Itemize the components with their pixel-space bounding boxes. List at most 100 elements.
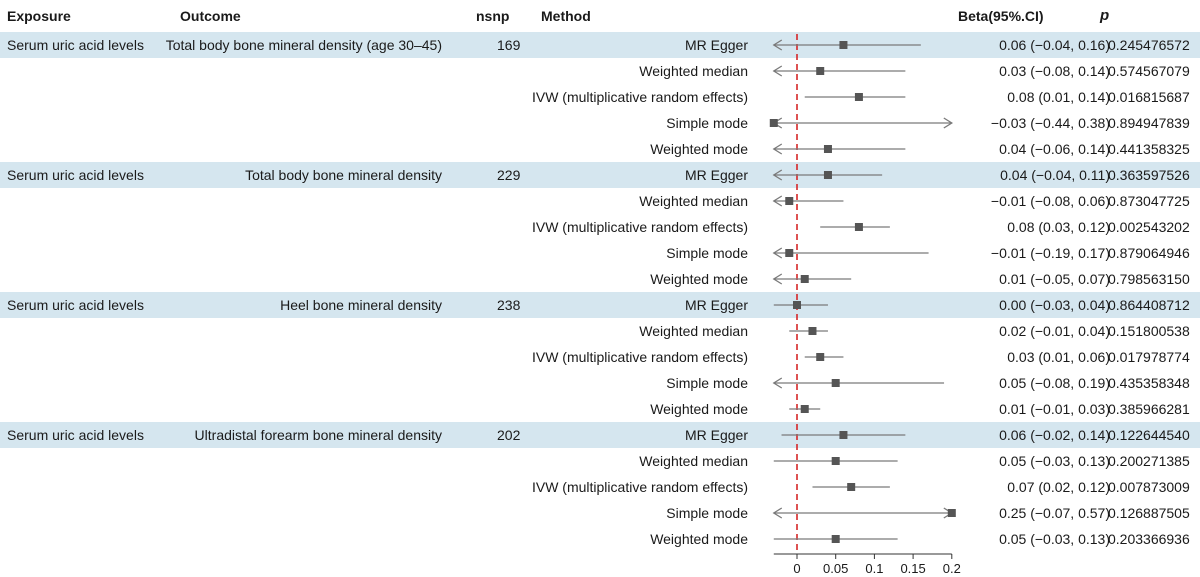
table-row: IVW (multiplicative random effects) 0.03 … (0, 344, 1200, 370)
method-label: IVW (multiplicative random effects) (531, 479, 748, 495)
method-label: Weighted median (639, 193, 748, 209)
method-label: Weighted median (639, 323, 748, 339)
method-label: MR Egger (684, 37, 748, 53)
p-value: 0.126887505 (1108, 505, 1190, 521)
method-label: Weighted median (639, 453, 748, 469)
x-tick-label: 0 (793, 561, 800, 576)
outcome-label: Total body bone mineral density (245, 167, 442, 183)
p-value: 0.200271385 (1108, 453, 1190, 469)
p-value: 0.441358325 (1108, 141, 1190, 157)
p-value: 0.007873009 (1108, 479, 1190, 495)
table-row: Weighted median 0.05 (−0.03, 0.13) 0.20027… (0, 448, 1200, 474)
x-tick-label: 0.05 (823, 561, 848, 576)
x-tick-label: 0.1 (865, 561, 883, 576)
p-value: 0.151800538 (1108, 323, 1190, 339)
beta-ci-value: 0.03 (−0.08, 0.14) (999, 63, 1110, 79)
exposure-label: Serum uric acid levels (7, 37, 144, 53)
p-value: 0.122644540 (1108, 427, 1190, 443)
table-row: Simple mode −0.03 (−0.44, 0.38) 0.89494783… (0, 110, 1200, 136)
beta-ci-value: 0.05 (−0.03, 0.13) (999, 531, 1110, 547)
method-label: IVW (multiplicative random effects) (531, 219, 748, 235)
header-nsnp: nsnp (476, 8, 510, 24)
method-label: IVW (multiplicative random effects) (531, 89, 748, 105)
table-row: Weighted mode 0.01 (−0.05, 0.07) 0.7985631… (0, 266, 1200, 292)
header-p-value: p (1100, 7, 1110, 24)
p-value: 0.002543202 (1108, 219, 1190, 235)
table-row: IVW (multiplicative random effects) 0.08 … (0, 214, 1200, 240)
table-row: IVW (multiplicative random effects) 0.07 … (0, 474, 1200, 500)
table-row: Weighted mode 0.05 (−0.03, 0.13) 0.2033669… (0, 526, 1200, 552)
table-row: IVW (multiplicative random effects) 0.08 … (0, 84, 1200, 110)
exposure-label: Serum uric acid levels (7, 167, 144, 183)
p-value: 0.798563150 (1108, 271, 1190, 287)
table-row: Weighted mode 0.04 (−0.06, 0.14) 0.4413583… (0, 136, 1200, 162)
method-label: Simple mode (666, 115, 748, 131)
p-value: 0.879064946 (1108, 245, 1190, 261)
beta-ci-value: −0.01 (−0.08, 0.06) (990, 193, 1110, 209)
method-label: Weighted mode (650, 531, 748, 547)
table-row: Serum uric acid levels Total body bone mi… (0, 32, 1200, 58)
table-row: Simple mode 0.25 (−0.07, 0.57) 0.126887505 (0, 500, 1200, 526)
method-label: MR Egger (684, 167, 748, 183)
method-label: Weighted mode (650, 401, 748, 417)
p-value: 0.873047725 (1108, 193, 1190, 209)
p-value: 0.245476572 (1108, 37, 1190, 53)
x-tick-label: 0.15 (900, 561, 925, 576)
method-label: Weighted mode (650, 141, 748, 157)
beta-ci-value: 0.02 (−0.01, 0.04) (999, 323, 1110, 339)
outcome-label: Total body bone mineral density (age 30–… (165, 37, 442, 53)
nsnp-value: 169 (497, 37, 521, 53)
outcome-label: Ultradistal forearm bone mineral density (194, 427, 442, 443)
p-value: 0.435358348 (1108, 375, 1190, 391)
table-row: Serum uric acid levels Total body bone mi… (0, 162, 1200, 188)
nsnp-value: 229 (497, 167, 521, 183)
table-row: Weighted median 0.02 (−0.01, 0.04) 0.15180… (0, 318, 1200, 344)
nsnp-value: 238 (497, 297, 521, 313)
beta-ci-value: 0.00 (−0.03, 0.04) (999, 297, 1110, 313)
header-exposure: Exposure (7, 8, 71, 24)
p-value: 0.574567079 (1108, 63, 1190, 79)
beta-ci-value: 0.04 (−0.06, 0.14) (999, 141, 1110, 157)
method-label: IVW (multiplicative random effects) (531, 349, 748, 365)
method-label: Simple mode (666, 505, 748, 521)
method-label: Simple mode (666, 245, 748, 261)
beta-ci-value: 0.03 (0.01, 0.06) (1007, 349, 1110, 365)
beta-ci-value: 0.06 (−0.04, 0.16) (999, 37, 1110, 53)
outcome-label: Heel bone mineral density (280, 297, 442, 313)
beta-ci-value: 0.07 (0.02, 0.12) (1007, 479, 1110, 495)
method-label: Simple mode (666, 375, 748, 391)
p-value: 0.894947839 (1108, 115, 1190, 131)
p-value: 0.864408712 (1108, 297, 1190, 313)
beta-ci-value: 0.04 (−0.04, 0.11) (1000, 167, 1110, 183)
table-row: Serum uric acid levels Ultradistal forear… (0, 422, 1200, 448)
table-row: Weighted mode 0.01 (−0.01, 0.03) 0.3859662… (0, 396, 1200, 422)
p-value: 0.203366936 (1108, 531, 1190, 547)
x-tick-label: 0.2 (943, 561, 961, 576)
p-value: 0.385966281 (1108, 401, 1190, 417)
method-label: MR Egger (684, 297, 748, 313)
beta-ci-value: 0.01 (−0.05, 0.07) (999, 271, 1110, 287)
p-value: 0.017978774 (1108, 349, 1190, 365)
header-method: Method (541, 8, 591, 24)
table-row: Serum uric acid levels Heel bone mineral … (0, 292, 1200, 318)
beta-ci-value: 0.08 (0.01, 0.14) (1007, 89, 1110, 105)
table-row: Weighted median 0.03 (−0.08, 0.14) 0.57456… (0, 58, 1200, 84)
beta-ci-value: 0.08 (0.03, 0.12) (1007, 219, 1110, 235)
exposure-label: Serum uric acid levels (7, 297, 144, 313)
beta-ci-value: −0.03 (−0.44, 0.38) (990, 115, 1110, 131)
table-row: Simple mode −0.01 (−0.19, 0.17) 0.87906494… (0, 240, 1200, 266)
p-value: 0.016815687 (1108, 89, 1190, 105)
beta-ci-value: 0.25 (−0.07, 0.57) (999, 505, 1110, 521)
header-beta-ci: Beta(95%.CI) (958, 8, 1044, 24)
p-value: 0.363597526 (1108, 167, 1190, 183)
exposure-label: Serum uric acid levels (7, 427, 144, 443)
beta-ci-value: 0.05 (−0.08, 0.19) (999, 375, 1110, 391)
table-row: Simple mode 0.05 (−0.08, 0.19) 0.435358348 (0, 370, 1200, 396)
nsnp-value: 202 (497, 427, 521, 443)
table-row: Weighted median −0.01 (−0.08, 0.06) 0.8730… (0, 188, 1200, 214)
beta-ci-value: −0.01 (−0.19, 0.17) (990, 245, 1110, 261)
beta-ci-value: 0.06 (−0.02, 0.14) (999, 427, 1110, 443)
beta-ci-value: 0.01 (−0.01, 0.03) (999, 401, 1110, 417)
beta-ci-value: 0.05 (−0.03, 0.13) (999, 453, 1110, 469)
method-label: Weighted mode (650, 271, 748, 287)
